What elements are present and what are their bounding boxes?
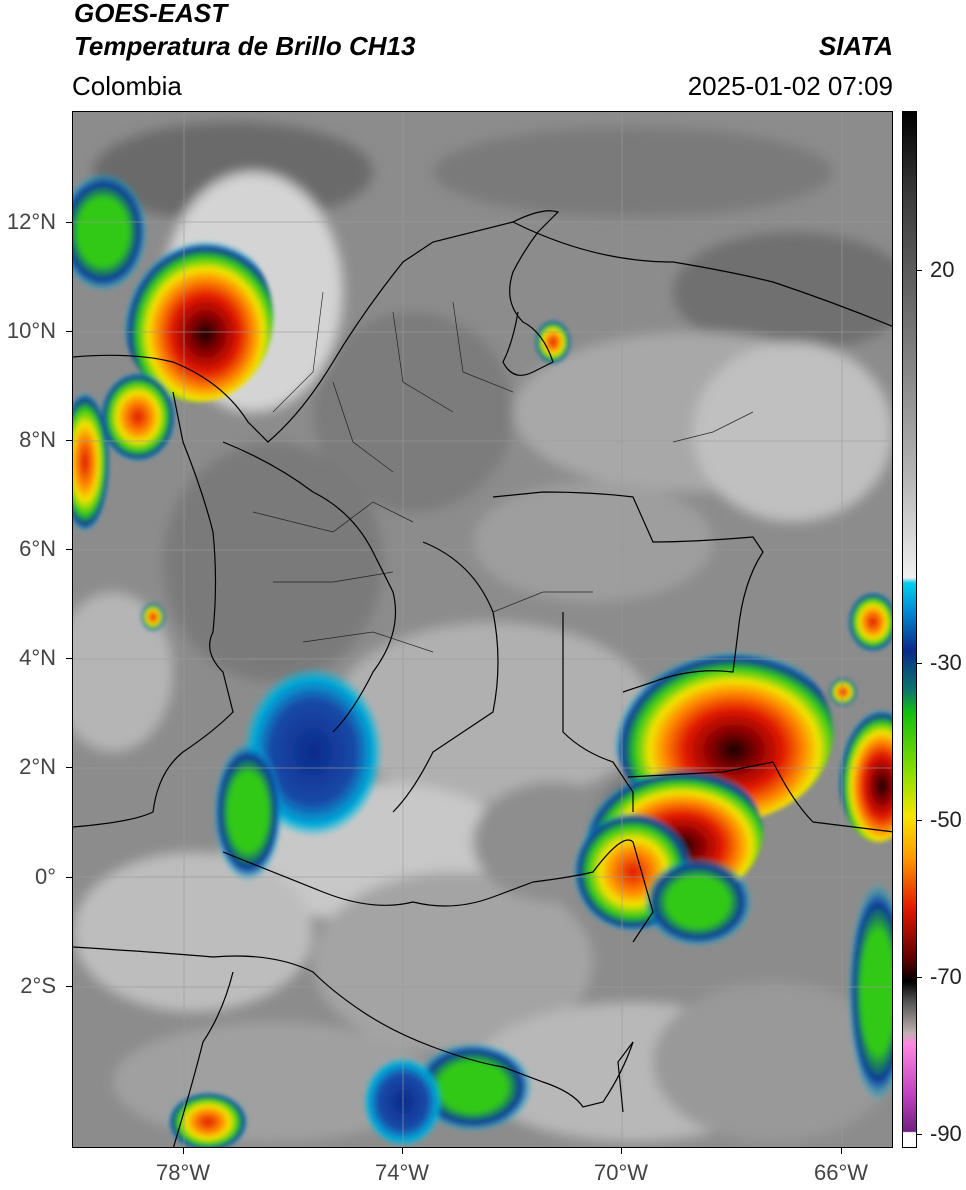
lat-label-12n: 12°N [6,209,56,234]
lat-label-8n: 8°N [19,427,56,452]
gridlines [73,112,892,1147]
satellite-map [72,111,893,1148]
lon-label-70w: 70°W [594,1160,649,1185]
lon-label-66w: 66°W [814,1160,869,1185]
lon-tick-70w [621,1148,622,1154]
lat-tick-4n [66,658,72,659]
cb-label-minus90: -90 [930,1121,962,1146]
lat-tick-0 [66,877,72,878]
lat-tick-8n [66,440,72,441]
cb-label-minus70: -70 [930,964,962,989]
lat-tick-2n [66,767,72,768]
cb-tick-minus70 [917,977,922,978]
lat-tick-12n [66,222,72,223]
cb-tick-minus30 [917,663,922,664]
borders [73,210,892,1147]
lon-label-74w: 74°W [375,1160,430,1185]
region-name: Colombia [72,71,182,101]
dept-borders [252,291,754,653]
cb-tick-minus50 [917,820,922,821]
satellite-name: GOES-EAST [74,0,228,28]
lat-tick-6n [66,549,72,550]
timestamp: 2025-01-02 07:09 [687,71,893,101]
storm-cells [73,172,892,1147]
colorbar-gradient [903,112,916,1147]
lat-label-6n: 6°N [19,536,56,561]
lat-tick-10n [66,331,72,332]
lon-tick-66w [841,1148,842,1154]
cb-label-minus30: -30 [930,650,962,675]
cb-tick-20 [917,270,922,271]
lat-label-2s: 2°S [20,973,56,998]
cb-tick-minus90 [917,1134,922,1135]
map-canvas [73,112,892,1147]
cb-label-20: 20 [930,257,955,282]
lat-label-2n: 2°N [19,754,56,779]
lon-tick-74w [402,1148,403,1154]
lat-label-4n: 4°N [19,645,56,670]
lat-label-10n: 10°N [6,318,56,343]
agency-name: SIATA [818,31,893,61]
product-name: Temperatura de Brillo CH13 [74,31,416,61]
lat-tick-2s [66,986,72,987]
lon-label-78w: 78°W [156,1160,211,1185]
cb-label-minus50: -50 [930,807,962,832]
lat-label-0: 0° [34,864,56,889]
lon-tick-78w [183,1148,184,1154]
colorbar [902,111,917,1148]
